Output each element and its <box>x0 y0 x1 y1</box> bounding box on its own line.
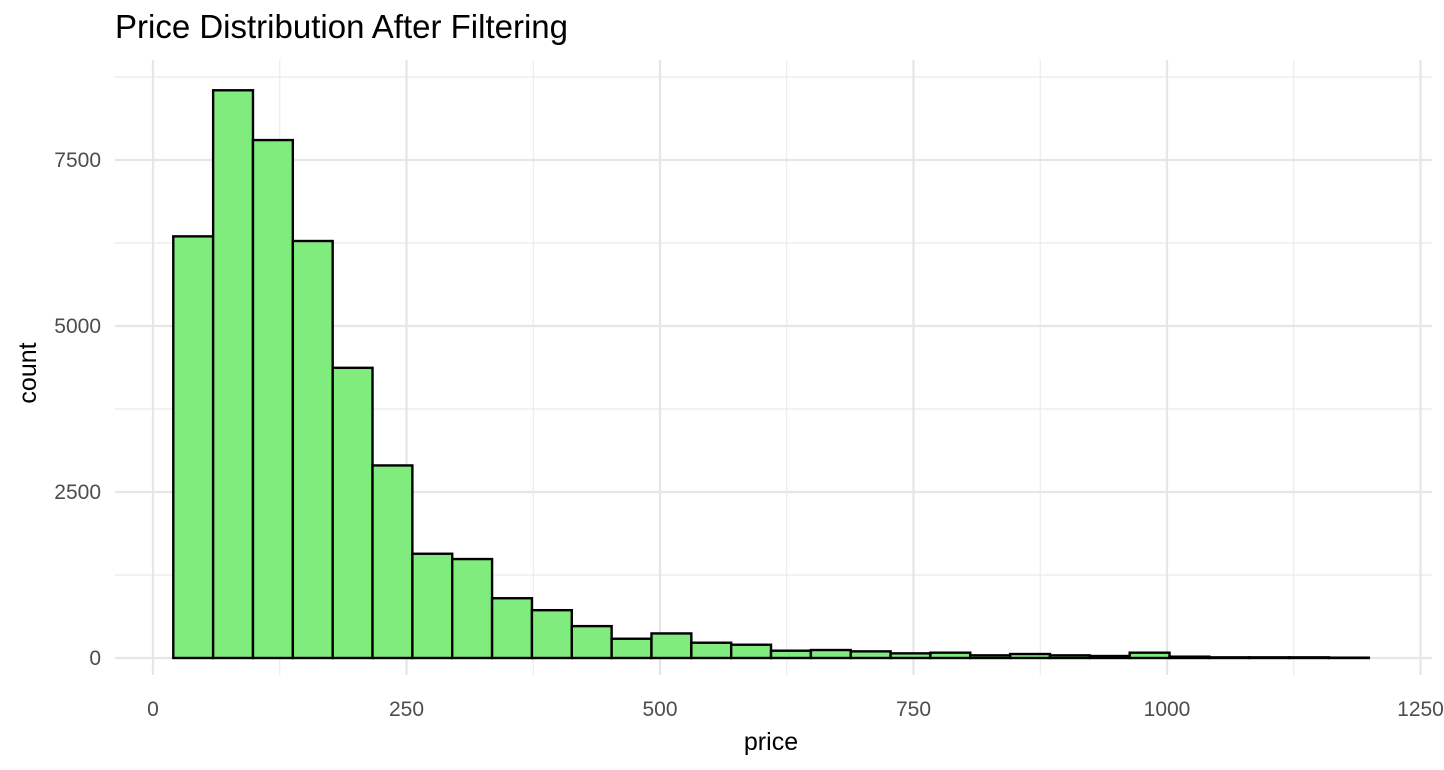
histogram-bar <box>451 557 494 660</box>
x-tick-label: 1250 <box>1397 698 1444 721</box>
histogram-bar <box>570 624 613 660</box>
histogram-bar <box>769 649 813 660</box>
histogram-bar <box>411 552 454 660</box>
histogram-bar <box>211 89 255 660</box>
y-tick-label: 0 <box>89 647 101 670</box>
histogram-bar <box>1048 654 1092 660</box>
histogram-bar <box>1008 652 1052 660</box>
x-axis-ticks: 0 250 500 750 1000 1250 <box>147 698 1444 721</box>
histogram-bar <box>1088 654 1131 660</box>
histogram-bar <box>610 637 653 660</box>
histogram-bar <box>1168 655 1211 660</box>
histogram-bar <box>650 632 693 660</box>
histogram-bar <box>889 652 932 660</box>
x-tick-label: 750 <box>896 698 931 721</box>
x-axis-title: price <box>744 728 798 756</box>
histogram-bar <box>331 366 374 660</box>
histogram-bars <box>172 89 1370 660</box>
x-tick-label: 250 <box>389 698 424 721</box>
histogram-bar <box>1287 656 1331 660</box>
y-tick-label: 5000 <box>54 315 101 338</box>
histogram-bar <box>291 239 334 660</box>
y-axis-ticks: 0 2500 5000 7500 <box>54 149 101 670</box>
histogram-bar <box>849 650 892 660</box>
y-axis-title: count <box>14 342 42 403</box>
x-tick-label: 0 <box>147 698 159 721</box>
histogram-bar <box>969 654 1012 660</box>
y-tick-label: 7500 <box>54 149 101 172</box>
histogram-bar <box>929 651 972 660</box>
histogram-bar <box>251 138 295 660</box>
histogram-bar <box>1208 656 1251 660</box>
chart-title: Price Distribution After Filtering <box>115 8 568 45</box>
x-tick-label: 1000 <box>1144 698 1191 721</box>
histogram-bar <box>1248 656 1291 660</box>
histogram-bar <box>690 641 733 660</box>
histogram-bar <box>371 464 414 660</box>
x-tick-label: 500 <box>642 698 677 721</box>
histogram-bar <box>729 643 773 660</box>
y-tick-label: 2500 <box>54 481 101 504</box>
histogram-bar <box>490 597 534 660</box>
histogram-bar <box>809 648 852 660</box>
histogram-bar <box>530 608 573 660</box>
histogram-bar <box>172 235 215 660</box>
histogram-bar <box>1128 651 1171 660</box>
